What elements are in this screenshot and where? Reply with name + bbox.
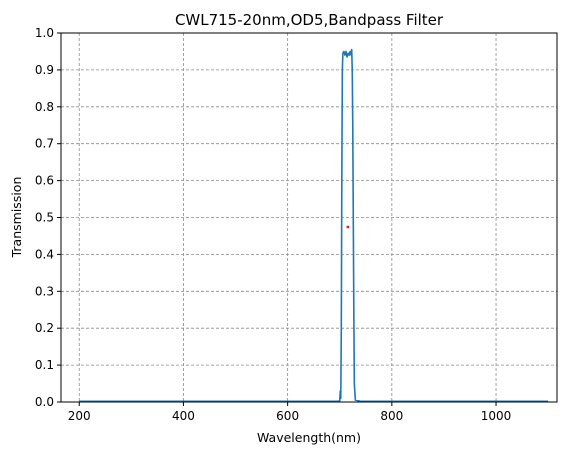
transmission-series-line [79,48,549,403]
y-tick-label: 0.9 [35,63,54,77]
y-tick-label: 0.6 [35,174,54,188]
y-tick-label: 0.8 [35,100,54,114]
x-axis-ticks: 200 400 600 800 1000 [68,402,512,423]
x-tick-label: 200 [68,409,91,423]
marker-layer [346,225,350,229]
x-tick-label: 800 [380,409,403,423]
x-tick-label: 1000 [481,409,512,423]
chart-title: CWL715-20nm,OD5,Bandpass Filter [175,11,444,29]
y-tick-label: 0.4 [35,247,54,261]
y-axis-ticks: 0.0 0.1 0.2 0.3 0.4 0.5 0.6 0.7 0.8 0.9 1.0 [35,26,61,409]
y-tick-label: 0.1 [35,358,54,372]
cwl-marker-point [346,225,350,229]
y-tick-label: 0.0 [35,395,54,409]
x-tick-label: 600 [276,409,299,423]
grid-layer [61,33,557,402]
x-tick-label: 400 [172,409,195,423]
x-axis-label: Wavelength(nm) [257,430,361,445]
series-layer [79,48,549,403]
y-tick-label: 0.3 [35,284,54,298]
y-tick-label: 0.7 [35,137,54,151]
y-tick-label: 0.2 [35,321,54,335]
y-axis-label: Transmission [9,177,24,259]
y-tick-label: 0.5 [35,211,54,225]
y-tick-label: 1.0 [35,26,54,40]
